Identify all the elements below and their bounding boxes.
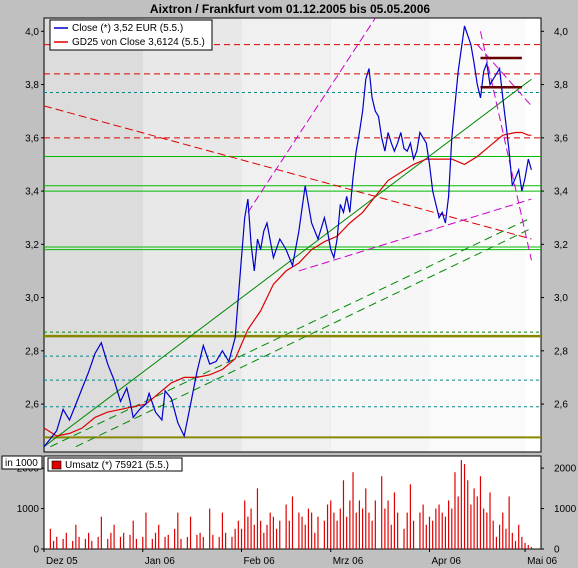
y-tick-label: 3,8 [554,80,568,91]
legend-label-gd25: GD25 von Close 3,6124 (5.5.) [72,37,205,48]
x-tick-label: Dez 05 [46,556,78,567]
y-tick-label: 3,0 [554,293,568,304]
month-band [525,18,541,452]
y-tick-label: 4,0 [554,27,568,38]
month-band [142,18,242,452]
volume-y-tick-label: 0 [33,545,39,556]
chart-title: Aixtron / Frankfurt vom 01.12.2005 bis 0… [150,2,430,16]
y-tick-label: 3,6 [554,133,568,144]
series-line [43,131,532,437]
volume-y-tick-label: 1000 [554,504,577,515]
x-tick-label: Jan 06 [145,556,175,567]
y-tick-label: 2,6 [25,400,39,411]
volume-legend: in 1000 Umsatz (*) 75921 (5.5.) [1,455,183,472]
y-tick-label: 2,6 [554,400,568,411]
y-tick-label: 2,8 [25,346,39,357]
volume-unit-label: in 1000 [5,458,38,469]
y-tick-label: 3,4 [25,187,39,198]
trend-line [476,44,532,107]
month-band [44,18,143,452]
legend-label-close: Close (*) 3,52 EUR (5.5.) [72,23,183,34]
x-tick-label: Mrz 06 [333,556,364,567]
background-bands [44,18,541,452]
volume-legend-label: Umsatz (*) 75921 (5.5.) [65,460,169,471]
unit-box [1,455,43,470]
trend-line [298,198,532,272]
legend: Close (*) 3,52 EUR (5.5.) GD25 von Close… [49,19,213,51]
series-line [43,25,532,448]
trend-line [50,217,532,448]
technical-overlays [43,17,541,448]
y-tick-label: 3,2 [554,240,568,251]
y-tick-label: 3,4 [554,187,568,198]
main-plot-frame [43,17,542,453]
x-tick-label: Apr 06 [431,556,461,567]
y-tick-label: 2,8 [554,346,568,357]
volume-legend-swatch [51,460,62,470]
y-tick-label: 3,2 [25,240,39,251]
volume-legend-box [47,457,183,472]
trend-line [247,17,376,213]
y-tick-label: 4,0 [25,27,39,38]
y-tick-label: 3,6 [25,133,39,144]
x-tick-label: Feb 06 [244,556,276,567]
x-tick-label: Mai 06 [527,556,557,567]
trend-line [43,78,532,448]
y-tick-label: 3,8 [25,80,39,91]
volume-y-tick-label: 2000 [554,464,577,475]
trend-line [43,105,532,240]
volume-y-tick-label: 0 [554,545,560,556]
price-series [43,25,532,448]
x-axis: Dez 05 Jan 06 Feb 06 Mrz 06 Apr 06 Mai 06 [43,549,558,567]
month-band [241,18,331,452]
y-tick-label: 3,0 [25,293,39,304]
y-axis-right: 4,0 3,8 3,6 3,4 3,2 3,0 2,8 2,6 2000 1000 0 [541,27,577,556]
trend-line [75,227,532,448]
trend-line [479,31,532,261]
volume-y-tick-label: 1000 [17,504,40,515]
volume-bars [49,460,533,549]
legend-box [49,19,213,51]
